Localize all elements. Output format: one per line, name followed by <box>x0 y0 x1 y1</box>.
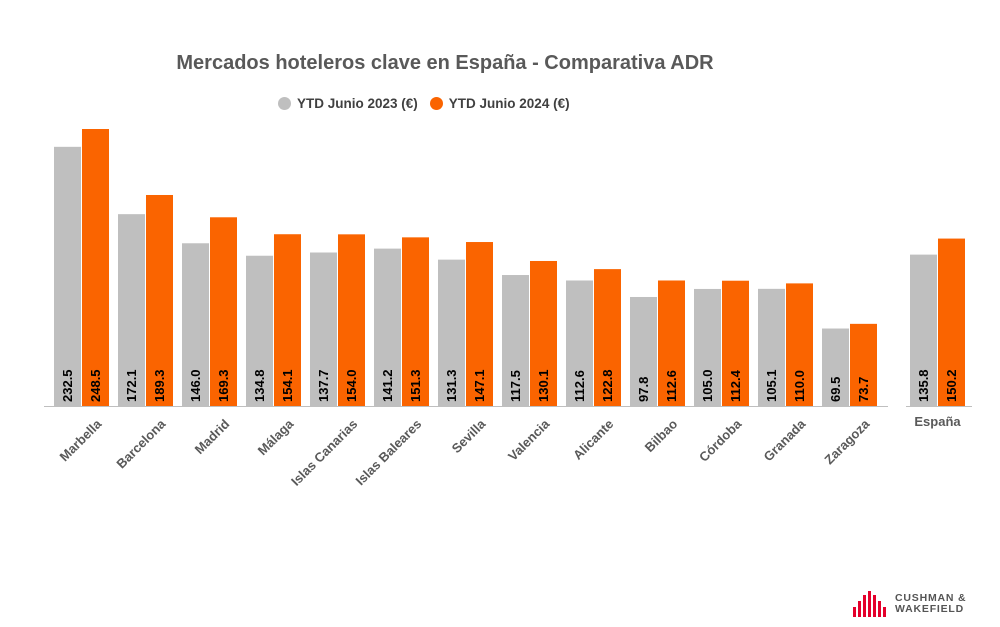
chart-title: Mercados hoteleros clave en España - Com… <box>176 52 714 74</box>
data-label-zaragoza-2024: 73.7 <box>856 377 871 402</box>
bar-alicante-2023 <box>566 280 593 406</box>
brand-line-1: CUSHMAN & <box>895 592 967 604</box>
data-label-madrid-2023: 146.0 <box>188 369 203 402</box>
bar-islas-baleares-2024 <box>402 237 429 406</box>
data-label-valencia-2023: 117.5 <box>508 370 523 402</box>
bar-malaga-2023 <box>246 255 273 406</box>
category-label-barcelona: Barcelona <box>113 416 169 472</box>
data-label-barcelona-2024: 189.3 <box>152 369 167 402</box>
bar-madrid-2023 <box>182 243 209 406</box>
bar-cordoba-2024 <box>722 280 749 406</box>
bar-bilbao-2024 <box>658 280 685 406</box>
data-label-granada-2023: 105.1 <box>764 369 779 402</box>
data-label-alicante-2024: 122.8 <box>600 369 615 402</box>
data-label-alicante-2023: 112.6 <box>572 370 587 402</box>
bar-barcelona-2023 <box>118 214 145 406</box>
legend-label-2023: YTD Junio 2023 (€) <box>297 96 418 111</box>
bar-cordoba-2023 <box>694 288 721 406</box>
category-label-bilbao: Bilbao <box>642 416 681 455</box>
brand-line-2: WAKEFIELD <box>895 603 965 615</box>
bar-madrid-2024 <box>210 217 237 406</box>
bar-valencia-2024 <box>530 260 557 406</box>
category-label-sevilla: Sevilla <box>449 416 489 456</box>
data-label-sevilla-2024: 147.1 <box>472 369 487 402</box>
bar-sevilla-2024 <box>466 242 493 406</box>
bar-granada-2023 <box>758 288 785 406</box>
bar-zaragoza-2023 <box>822 328 849 406</box>
data-label-zaragoza-2023: 69.5 <box>828 377 843 402</box>
bar-valencia-2023 <box>502 275 529 406</box>
data-label-islas-baleares-2023: 141.2 <box>380 369 395 402</box>
category-label-espana: España <box>914 414 961 429</box>
bar-marbella-2023 <box>54 146 81 406</box>
bar-granada-2024 <box>786 283 813 406</box>
category-label-valencia: Valencia <box>505 416 553 464</box>
legend-swatch-2023 <box>278 97 291 110</box>
category-label-islas-baleares: Islas Baleares <box>352 416 424 488</box>
category-label-cordoba: Córdoba <box>696 416 745 465</box>
category-label-marbella: Marbella <box>56 416 104 464</box>
data-label-cordoba-2024: 112.4 <box>728 369 743 402</box>
data-label-malaga-2024: 154.1 <box>280 369 295 402</box>
data-label-madrid-2024: 169.3 <box>216 369 231 402</box>
data-label-malaga-2023: 134.8 <box>252 369 267 402</box>
legend: YTD Junio 2023 (€) YTD Junio 2024 (€) <box>278 96 570 111</box>
brand-bars-icon <box>853 591 886 617</box>
data-label-sevilla-2023: 131.3 <box>444 369 459 402</box>
data-label-bilbao-2023: 97.8 <box>636 377 651 402</box>
brand-text: CUSHMAN & WAKEFIELD <box>895 593 966 615</box>
legend-item-2023: YTD Junio 2023 (€) <box>278 96 418 111</box>
data-label-marbella-2024: 248.5 <box>88 369 103 402</box>
data-label-islas-baleares-2024: 151.3 <box>408 369 423 402</box>
brand-logo: CUSHMAN & WAKEFIELD <box>853 591 966 617</box>
bar-espana-2024 <box>938 238 965 406</box>
bar-sevilla-2023 <box>438 259 465 406</box>
bar-barcelona-2024 <box>146 194 173 406</box>
data-label-barcelona-2023: 172.1 <box>124 369 139 402</box>
category-label-malaga: Málaga <box>255 416 297 458</box>
data-label-islas-canarias-2024: 154.0 <box>344 369 359 402</box>
bar-zaragoza-2024 <box>850 323 877 406</box>
bar-islas-canarias-2023 <box>310 252 337 406</box>
category-label-zaragoza: Zaragoza <box>821 416 873 468</box>
bar-alicante-2024 <box>594 269 621 406</box>
data-label-valencia-2024: 130.1 <box>536 369 551 402</box>
bar-malaga-2024 <box>274 234 301 406</box>
legend-swatch-2024 <box>429 97 443 110</box>
bar-marbella-2024 <box>82 129 109 406</box>
bar-islas-baleares-2023 <box>374 248 401 406</box>
bar-espana-2023 <box>910 254 937 406</box>
category-label-granada: Granada <box>760 416 808 464</box>
data-label-espana-2024: 150.2 <box>944 369 959 402</box>
data-label-granada-2024: 110.0 <box>792 370 807 402</box>
category-label-madrid: Madrid <box>192 416 233 457</box>
category-label-islas-canarias: Islas Canarias <box>288 416 360 488</box>
data-label-islas-canarias-2023: 137.7 <box>316 369 331 402</box>
data-label-espana-2023: 135.8 <box>916 369 931 402</box>
legend-item-2024: YTD Junio 2024 (€) <box>429 96 570 111</box>
data-label-bilbao-2024: 112.6 <box>664 370 679 402</box>
legend-label-2024: YTD Junio 2024 (€) <box>448 96 570 111</box>
data-label-marbella-2023: 232.5 <box>60 369 75 402</box>
category-label-alicante: Alicante <box>570 416 616 462</box>
bar-bilbao-2023 <box>630 296 657 406</box>
bar-islas-canarias-2024 <box>338 234 365 406</box>
data-label-cordoba-2023: 105.0 <box>700 369 715 402</box>
